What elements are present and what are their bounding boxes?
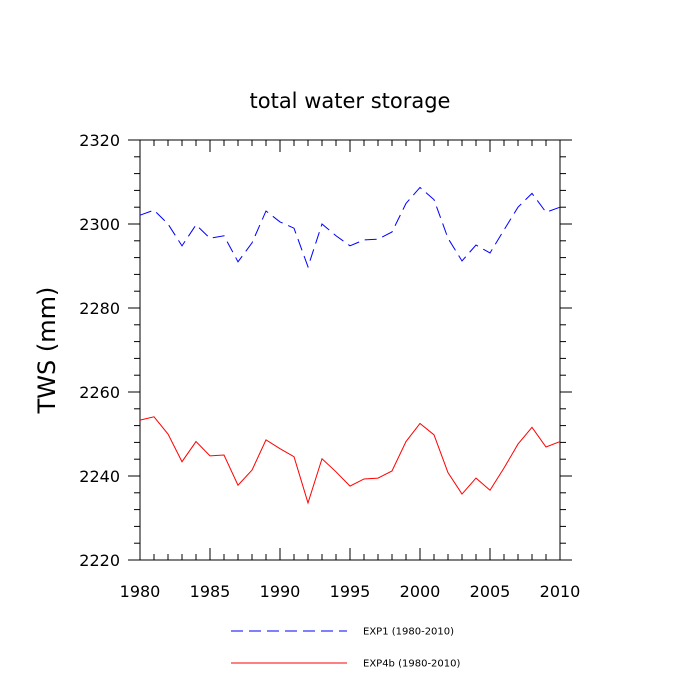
y-tick-label: 2240	[79, 467, 120, 486]
y-tick-label: 2300	[79, 215, 120, 234]
x-tick-label: 2005	[470, 582, 511, 601]
legend: EXP1 (1980-2010) EXP4b (1980-2010)	[231, 627, 460, 670]
x-tick-label: 1980	[120, 582, 161, 601]
axis-ticks	[128, 139, 572, 561]
plot-frame	[139, 139, 561, 561]
y-axis-label: TWS (mm)	[33, 287, 61, 415]
x-tick-label: 1985	[190, 582, 231, 601]
legend-label-1: EXP1 (1980-2010)	[363, 627, 454, 638]
y-tick-label: 2280	[79, 299, 120, 318]
tick-labels: 1980 1985 1990 1995 2000 2005 2010 2220 2240 2260…	[79, 131, 580, 601]
x-tick-label: 1990	[260, 582, 301, 601]
legend-label-2: EXP4b (1980-2010)	[363, 659, 460, 670]
chart-title: total water storage	[250, 89, 451, 113]
series-line-2	[139, 416, 561, 505]
x-tick-label: 1995	[330, 582, 371, 601]
x-tick-label: 2000	[400, 582, 441, 601]
y-tick-label: 2220	[79, 551, 120, 570]
y-tick-label: 2260	[79, 383, 120, 402]
series-line-1	[139, 186, 561, 269]
y-tick-label: 2320	[79, 131, 120, 150]
series-lines	[139, 186, 561, 505]
x-tick-label: 2010	[540, 582, 581, 601]
